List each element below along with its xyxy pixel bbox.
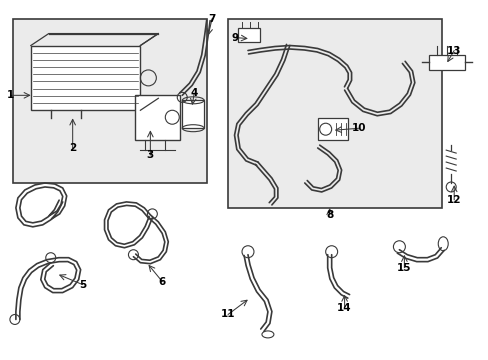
Bar [182, 100, 203, 128]
Text: 1: 1 [7, 90, 15, 100]
Bar [238, 28, 260, 41]
Bar [428, 55, 464, 71]
Text: 9: 9 [231, 32, 238, 42]
Text: 15: 15 [396, 263, 411, 273]
Text: 7: 7 [208, 14, 215, 24]
Bar [135, 95, 180, 140]
Bar [13, 19, 207, 183]
Text: 3: 3 [146, 150, 154, 160]
Text: 13: 13 [446, 45, 461, 55]
Text: 14: 14 [337, 302, 351, 312]
Text: 5: 5 [79, 280, 86, 289]
Text: 6: 6 [159, 276, 165, 287]
Text: 8: 8 [325, 210, 333, 220]
Bar [227, 19, 441, 208]
Bar [317, 118, 347, 140]
Text: 4: 4 [190, 88, 198, 98]
Text: 10: 10 [351, 123, 366, 133]
Text: 12: 12 [446, 195, 461, 205]
Text: 11: 11 [221, 310, 235, 319]
Text: 2: 2 [69, 143, 76, 153]
Bar [31, 45, 140, 110]
